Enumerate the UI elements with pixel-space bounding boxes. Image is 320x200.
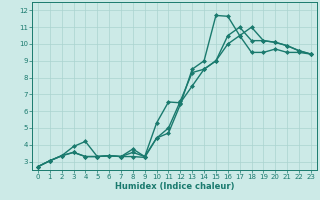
- X-axis label: Humidex (Indice chaleur): Humidex (Indice chaleur): [115, 182, 234, 191]
